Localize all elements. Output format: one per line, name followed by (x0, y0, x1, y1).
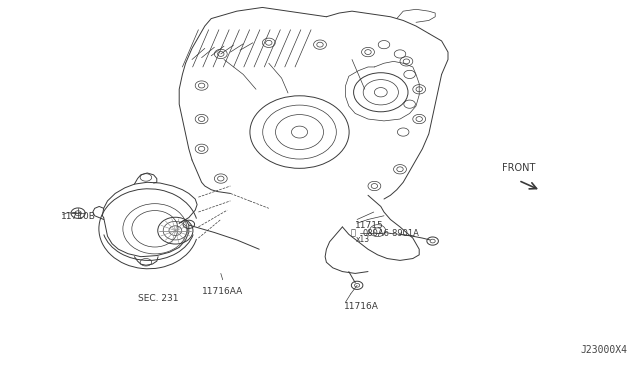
Text: 11710B: 11710B (61, 212, 95, 221)
Text: 11715: 11715 (355, 221, 384, 230)
Text: x13: x13 (356, 235, 370, 244)
Text: J23000X4: J23000X4 (580, 345, 627, 355)
Text: SEC. 231: SEC. 231 (138, 294, 179, 303)
Text: FRONT: FRONT (502, 163, 536, 173)
Text: Ⓑ: Ⓑ (351, 229, 356, 238)
Text: 11716AA: 11716AA (202, 287, 243, 296)
Text: 11716A: 11716A (344, 302, 379, 311)
Text: 080A6-8901A: 080A6-8901A (362, 229, 419, 238)
